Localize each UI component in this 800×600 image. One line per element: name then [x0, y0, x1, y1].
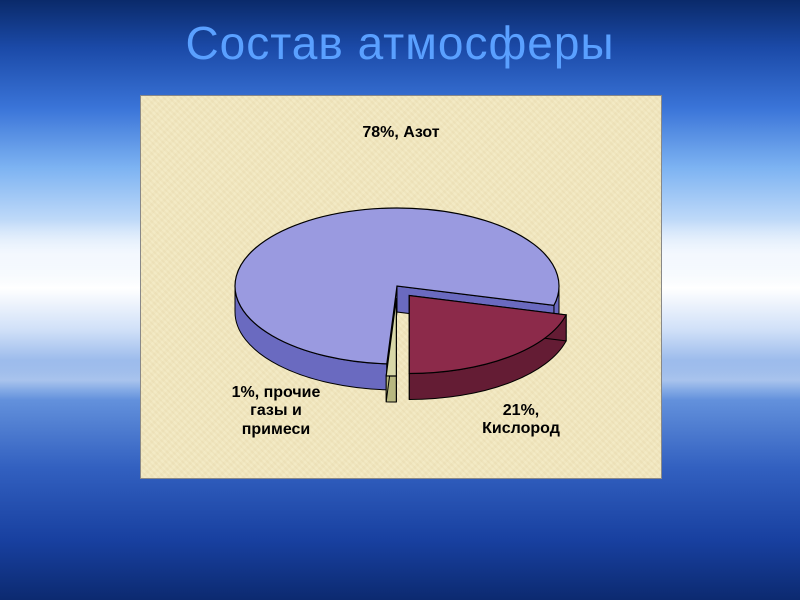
- slice-label-other: 1%, прочие газы и примеси: [201, 384, 351, 439]
- slice-label-nitrogen: 78%, Азот: [141, 124, 661, 142]
- slide-title: Состав атмосферы: [0, 16, 800, 70]
- slide-root: Состав атмосферы 78%, Азот 21%, Кислород…: [0, 0, 800, 600]
- slice-label-oxygen: 21%, Кислород: [441, 402, 601, 439]
- chart-card: 78%, Азот 21%, Кислород 1%, прочие газы …: [140, 95, 662, 479]
